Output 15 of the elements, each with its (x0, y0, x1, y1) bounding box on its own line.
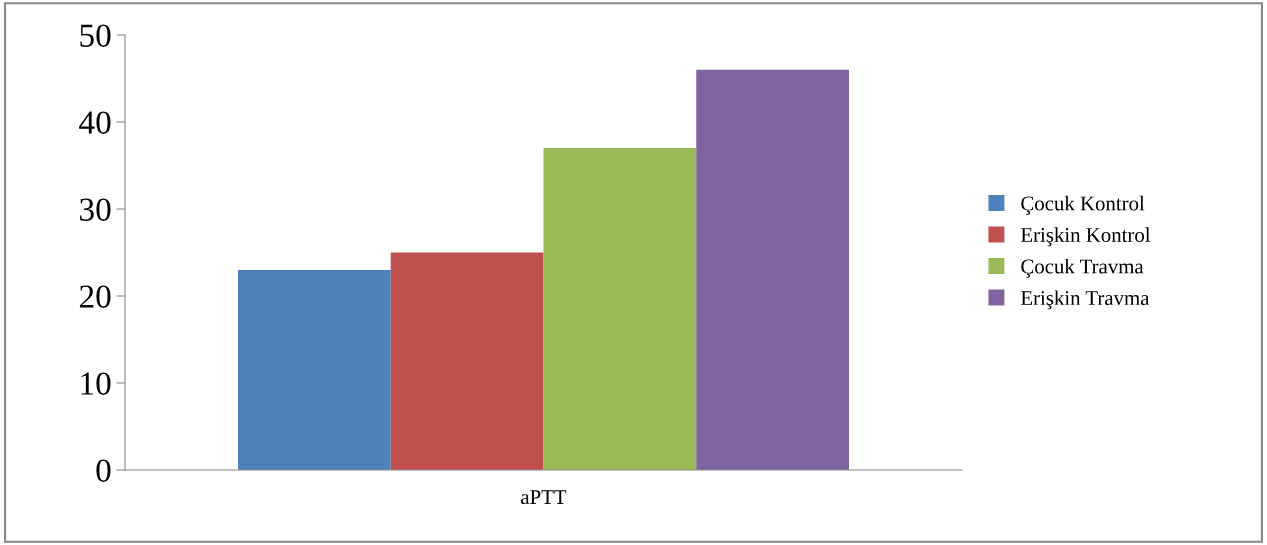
legend-label: Çocuk Kontrol (1021, 195, 1145, 215)
legend-label: Erişkin Kontrol (1020, 227, 1151, 247)
bar (696, 69, 850, 470)
y-tick-label: 40 (79, 111, 111, 134)
bar (238, 269, 391, 470)
y-tick-label: 0 (96, 459, 111, 482)
y-tick-label: 30 (80, 198, 111, 221)
legend-label: Çocuk Travma (1021, 258, 1144, 278)
legend-label: Erişkin Travma (1020, 290, 1150, 310)
y-tick-label: 50 (80, 24, 111, 47)
bar (543, 148, 697, 470)
bar (390, 252, 544, 470)
y-tick-label: 10 (81, 372, 111, 395)
y-tick-label: 20 (79, 285, 111, 308)
x-tick-label: aPTT (521, 490, 567, 505)
